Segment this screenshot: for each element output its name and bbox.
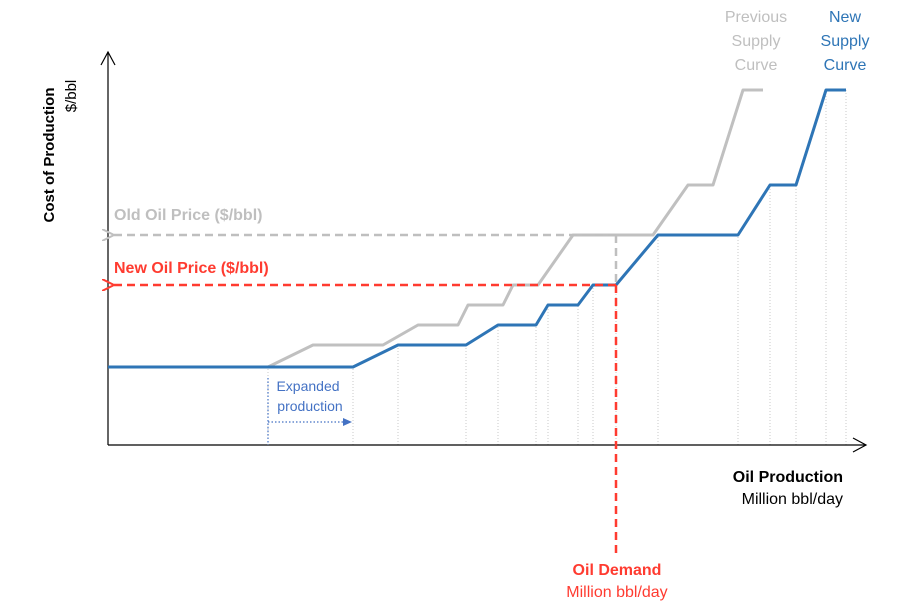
annotation-layer bbox=[112, 235, 618, 555]
demand-label: Oil Demand bbox=[573, 562, 662, 579]
new-price-label: New Oil Price ($/bbl) bbox=[114, 260, 269, 277]
legend-new-line-2: Supply bbox=[821, 33, 870, 50]
old-price-label: Old Oil Price ($/bbl) bbox=[114, 207, 262, 224]
x-axis-arrowhead bbox=[852, 437, 868, 453]
expanded-label-1: Expanded bbox=[276, 378, 339, 394]
x-axis-label: Oil Production bbox=[733, 469, 843, 486]
y-axis-title: Cost of Production bbox=[41, 88, 58, 223]
series-layer bbox=[108, 88, 846, 369]
x-axis-unit: Million bbl/day bbox=[742, 491, 843, 508]
y-axis-arrowhead bbox=[100, 50, 116, 66]
vertical-gridlines bbox=[267, 90, 847, 445]
demand-unit: Million bbl/day bbox=[566, 584, 667, 601]
legend-previous-line-3: Curve bbox=[735, 57, 778, 74]
y-axis-label: Cost of Production bbox=[41, 88, 58, 223]
new-supply-curve-line bbox=[108, 88, 846, 369]
previous-supply-curve-line bbox=[108, 88, 763, 369]
y-axis-unit-group: $/bbl bbox=[63, 80, 80, 113]
expanded-label-2: production bbox=[277, 398, 342, 414]
legend-previous-line-2: Supply bbox=[732, 33, 781, 50]
legend-new-line-1: New bbox=[829, 9, 861, 26]
legend-previous-line-1: Previous bbox=[725, 9, 787, 26]
y-axis-unit: $/bbl bbox=[63, 80, 80, 113]
legend-new-line-3: Curve bbox=[824, 57, 867, 74]
